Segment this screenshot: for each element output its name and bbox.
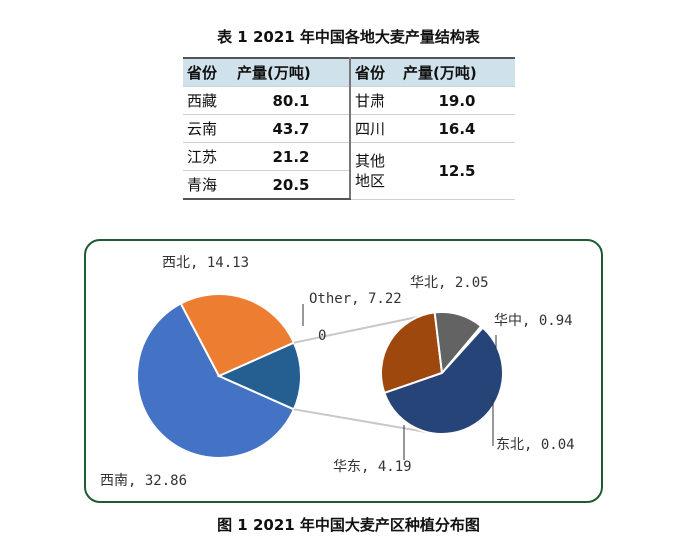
pie-slice-other <box>216 341 302 411</box>
province-cell: 青海 <box>183 170 233 200</box>
data-label-northwest: 西北, 14.13 <box>162 255 249 271</box>
value-cell: 21.2 <box>233 142 351 171</box>
data-label-east: 华东, 4.19 <box>333 459 412 475</box>
value-cell: 43.7 <box>233 114 351 143</box>
pie-slice-northwest <box>179 293 296 378</box>
value-cell: 19.0 <box>399 86 515 115</box>
province-cell: 西藏 <box>183 86 233 115</box>
data-label-southwest: 西南, 32.86 <box>100 473 187 489</box>
production-table: 省份 产量(万吨) 省份 产量(万吨) 西藏 80.1 甘肃 19.0 云南 4… <box>183 57 515 200</box>
table-row: 青海 20.5 <box>183 170 515 200</box>
connector-line-top <box>293 315 423 344</box>
header-province-left: 省份 <box>183 58 233 87</box>
table-title: 表 1 2021 年中国各地大麦产量结构表 <box>217 28 480 46</box>
value-cell: 16.4 <box>399 114 515 143</box>
data-label-central: 华中, 0.94 <box>494 313 573 329</box>
header-output-left: 产量(万吨) <box>233 58 351 87</box>
province-cell: 江苏 <box>183 142 233 171</box>
table-row: 西藏 80.1 甘肃 19.0 <box>183 86 515 115</box>
chart-frame <box>84 239 603 503</box>
pie-slice-southwest <box>136 302 296 459</box>
header-province-right: 省份 <box>350 58 399 87</box>
province-cell: 四川 <box>350 114 399 143</box>
province-cell: 其他 地区 <box>350 142 399 200</box>
data-label-northeast: 东北, 0.04 <box>496 437 575 453</box>
value-cell: 20.5 <box>233 170 351 200</box>
table-row: 江苏 21.2 其他 地区 12.5 <box>183 142 515 200</box>
table-header-row: 省份 产量(万吨) 省份 产量(万吨) <box>183 58 515 87</box>
header-output-right: 产量(万吨) <box>399 58 515 87</box>
pie-slice-east <box>383 326 504 435</box>
province-cell: 云南 <box>183 114 233 143</box>
data-label-north: 华北, 2.05 <box>410 275 489 291</box>
data-label-other: Other, 7.22 <box>309 291 402 307</box>
province-cell: 甘肃 <box>350 86 399 115</box>
value-cell: 12.5 <box>399 142 515 200</box>
table-row: 云南 43.7 四川 16.4 <box>183 114 515 143</box>
connector-line-bottom <box>293 408 433 434</box>
value-cell: 80.1 <box>233 86 351 115</box>
pie-slice-north <box>380 311 444 395</box>
figure-title: 图 1 2021 年中国大麦产区种植分布图 <box>217 516 480 534</box>
data-label-zero: 0 <box>318 328 326 344</box>
